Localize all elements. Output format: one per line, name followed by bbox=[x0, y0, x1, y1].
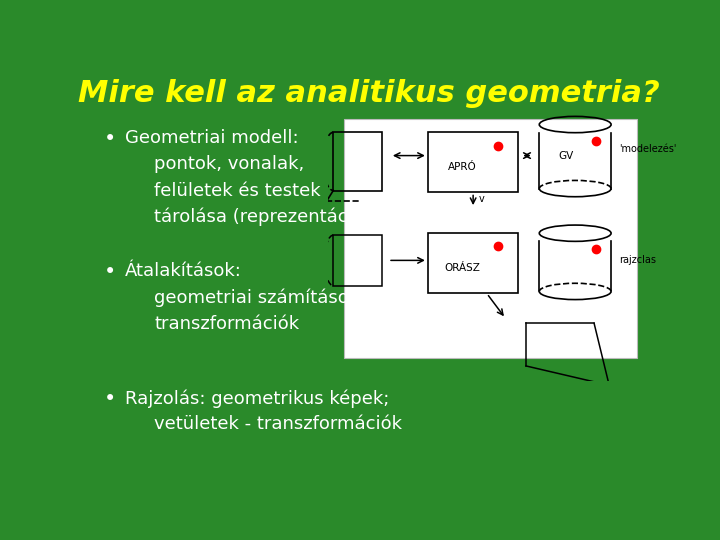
Text: •: • bbox=[104, 389, 116, 409]
Text: •: • bbox=[104, 262, 116, 282]
Text: v: v bbox=[479, 194, 485, 204]
Text: ORÁSZ: ORÁSZ bbox=[444, 263, 480, 273]
Text: tárolása (reprezentációja): tárolása (reprezentációja) bbox=[154, 208, 387, 226]
Bar bbox=[428, 233, 518, 293]
Text: APRÓ: APRÓ bbox=[448, 162, 477, 172]
Text: Mire kell az analitikus geometria?: Mire kell az analitikus geometria? bbox=[78, 79, 660, 109]
Text: pontok, vonalak,: pontok, vonalak, bbox=[154, 156, 305, 173]
Text: GV: GV bbox=[558, 151, 573, 161]
Bar bbox=[344, 119, 636, 358]
Bar bbox=[428, 132, 518, 192]
Text: Rajzolás: geometrikus képek;: Rajzolás: geometrikus képek; bbox=[125, 389, 389, 408]
Text: 'modelezés': 'modelezés' bbox=[619, 144, 677, 153]
Bar bbox=[333, 235, 382, 286]
Text: Átalakítások:: Átalakítások: bbox=[125, 262, 241, 280]
Bar bbox=[333, 132, 382, 191]
Text: geometriai számítások: geometriai számítások bbox=[154, 288, 359, 307]
Text: transzformációk: transzformációk bbox=[154, 315, 300, 333]
Text: felületek és testek: felületek és testek bbox=[154, 181, 321, 200]
Text: rajzclas: rajzclas bbox=[619, 255, 657, 265]
Text: vetületek - transzformációk: vetületek - transzformációk bbox=[154, 415, 402, 433]
Text: Geometriai modell:: Geometriai modell: bbox=[125, 129, 298, 147]
Text: •: • bbox=[104, 129, 116, 149]
